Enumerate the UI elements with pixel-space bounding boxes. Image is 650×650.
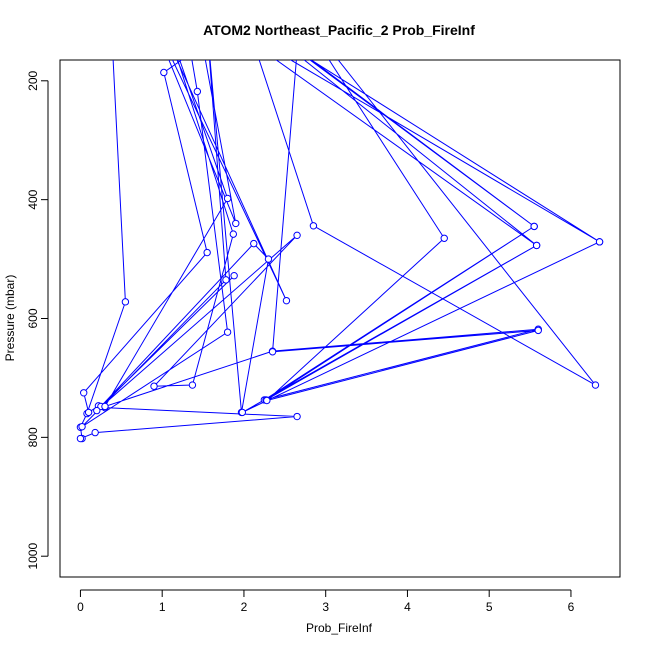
x-tick-label: 3 <box>322 600 329 614</box>
plot-area <box>76 0 604 443</box>
data-point <box>188 381 197 389</box>
data-point <box>143 0 149 6</box>
plot-frame <box>59 59 621 578</box>
x-tick-label: 2 <box>241 600 248 614</box>
x-tick-label: 5 <box>486 600 493 614</box>
data-point <box>286 0 292 1</box>
y-tick-label: 200 <box>26 70 40 90</box>
y-axis-label: Pressure (mbar) <box>3 275 17 362</box>
data-point <box>91 428 99 437</box>
data-point <box>263 396 271 405</box>
data-point <box>78 422 86 431</box>
data-point <box>230 272 238 280</box>
y-tick-label: 400 <box>26 189 40 209</box>
y-axis: 200 400 600 800 1000 <box>26 70 49 570</box>
x-axis-label: Prob_FireInf <box>306 621 373 635</box>
data-point <box>294 48 300 54</box>
data-point <box>223 194 232 203</box>
data-point <box>595 238 604 246</box>
data-point <box>121 298 130 306</box>
y-tick-label: 1000 <box>26 543 40 570</box>
data-point <box>192 0 198 6</box>
data-point <box>238 408 247 417</box>
series-line <box>79 60 601 440</box>
data-point <box>193 87 202 96</box>
data-point <box>282 296 291 305</box>
data-point <box>222 276 230 284</box>
data-point <box>84 408 93 417</box>
data-point <box>204 7 210 13</box>
y-tick-label: 600 <box>26 308 40 328</box>
x-tick-label: 1 <box>159 600 166 614</box>
data-point <box>293 412 301 421</box>
data-point <box>188 50 194 56</box>
data-point <box>203 248 211 257</box>
data-point <box>229 230 238 238</box>
data-point <box>151 6 157 12</box>
chart-title: ATOM2 Northeast_Pacific_2 Prob_FireInf <box>203 22 475 38</box>
y-tick-label: 800 <box>26 427 40 447</box>
data-point <box>293 231 301 240</box>
data-point <box>224 0 230 2</box>
data-point <box>101 402 109 411</box>
data-point <box>440 234 448 242</box>
data-point <box>239 5 245 11</box>
data-point <box>534 326 542 335</box>
data-point <box>591 381 600 389</box>
data-point <box>232 219 240 228</box>
data-point <box>264 255 273 263</box>
data-point <box>250 239 258 248</box>
data-point <box>76 434 85 443</box>
data-point <box>150 382 158 390</box>
x-axis: 0 1 2 3 4 5 6 <box>77 589 575 614</box>
x-tick-label: 6 <box>568 600 575 614</box>
data-point <box>530 222 538 231</box>
data-point <box>80 389 88 397</box>
data-point <box>223 328 232 336</box>
data-point <box>93 406 101 415</box>
x-tick-label: 0 <box>77 600 84 614</box>
data-point <box>160 68 168 77</box>
data-point <box>309 222 318 230</box>
data-point <box>268 348 277 356</box>
x-tick-label: 4 <box>404 600 411 614</box>
data-point <box>532 241 541 250</box>
